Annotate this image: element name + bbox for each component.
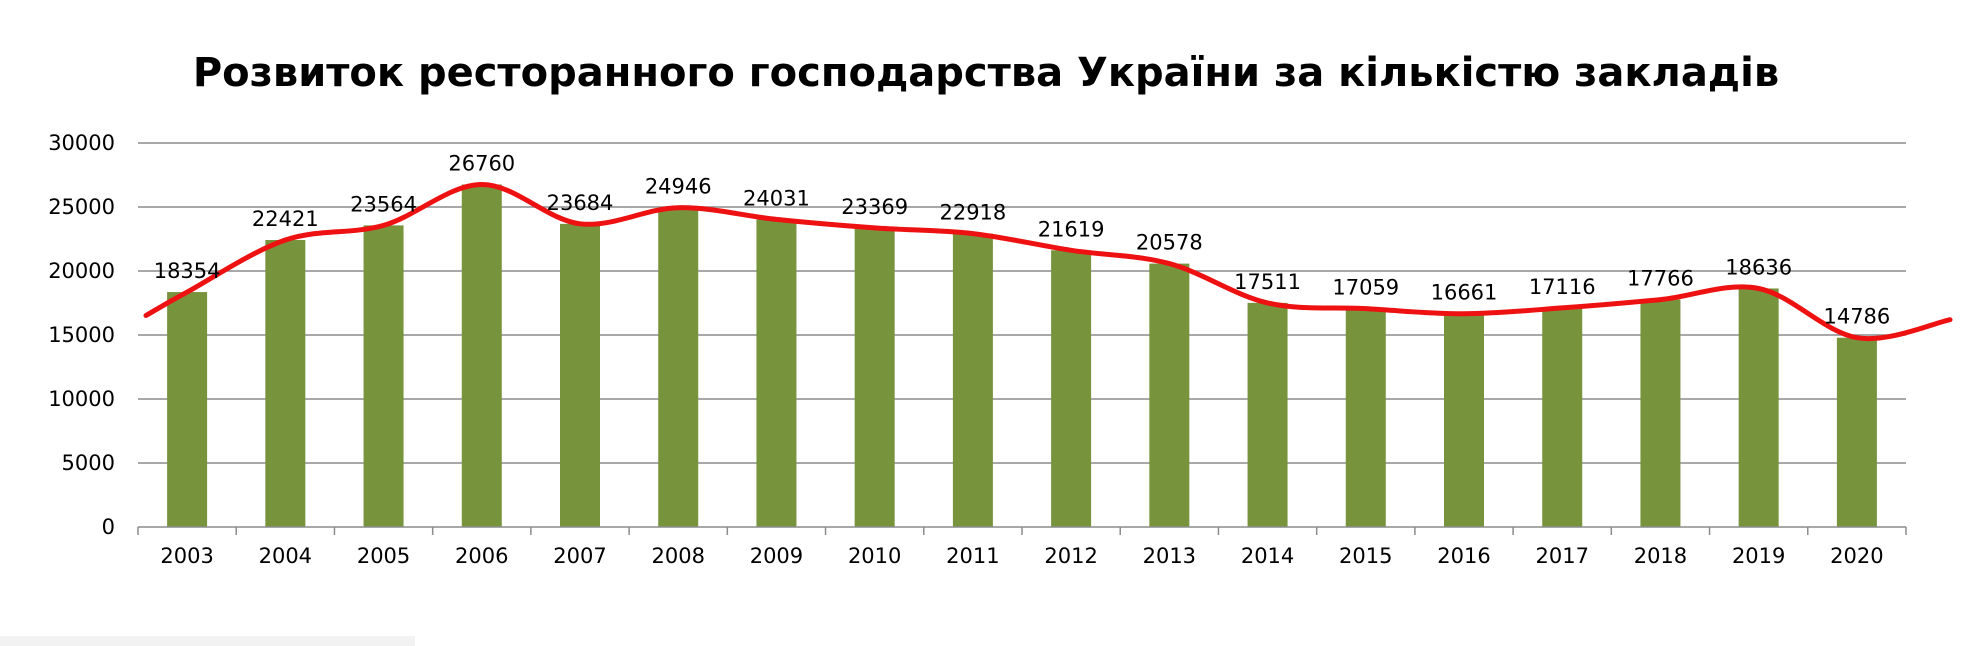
x-tick-label: 2016 [1437,544,1490,568]
bar [1444,313,1484,527]
bars [167,184,1877,528]
x-tick-label: 2007 [553,544,606,568]
y-tick-label: 30000 [48,131,115,155]
bar [854,227,895,527]
x-tick-label: 2015 [1339,544,1392,568]
bar [1738,288,1779,527]
y-tick-label: 10000 [48,387,115,411]
data-labels: 18354 22421 23564 26760 23684 24946 24031 23369… [154,151,1891,328]
data-label: 22421 [252,207,319,231]
data-label: 23684 [547,191,614,215]
axes: 0 5000 10000 15000 20000 25000 30000 2003 2004 20… [48,131,1907,568]
data-label: 18636 [1725,255,1792,279]
bar [560,223,600,528]
data-label: 20578 [1136,231,1203,255]
data-label: 23369 [841,195,908,219]
bar [265,240,306,527]
x-tick-label: 2014 [1241,544,1294,568]
x-tick-label: 2020 [1830,544,1883,568]
bar [1149,263,1190,527]
data-label: 16661 [1431,281,1498,305]
data-label: 21619 [1038,217,1105,241]
bar [1247,302,1288,527]
data-label: 17059 [1332,276,1399,300]
bar [1836,337,1877,527]
bar [167,292,208,527]
x-tick-label: 2005 [357,544,410,568]
data-label: 17766 [1627,267,1694,291]
bar [1640,299,1681,527]
chart-title: Розвиток ресторанного господарства Украї… [192,50,1780,96]
data-label: 14786 [1823,305,1890,329]
data-label: 17511 [1234,270,1301,294]
x-tick-label: 2010 [848,544,901,568]
bar [952,233,993,527]
x-tick-label: 2011 [946,544,999,568]
x-tick-label: 2013 [1143,544,1196,568]
y-tick-label: 5000 [62,451,115,475]
data-label: 24946 [645,175,712,199]
bar [461,184,502,528]
x-tick-label: 2006 [455,544,508,568]
footer-strip [0,636,415,646]
x-tick-label: 2018 [1634,544,1687,568]
y-tick-label: 15000 [48,323,115,347]
bar [1542,307,1583,527]
trendline [143,181,1953,342]
data-label: 23564 [350,192,417,216]
data-label: 22918 [939,201,1006,225]
x-tick-label: 2003 [160,544,213,568]
y-tick-label: 25000 [48,195,115,219]
x-tick-label: 2004 [259,544,312,568]
y-tick-label: 0 [102,515,115,539]
x-tick-label: 2009 [750,544,803,568]
data-label: 24031 [743,186,810,210]
y-tick-label: 20000 [48,259,115,283]
x-tick-label: 2019 [1732,544,1785,568]
x-tick-label: 2012 [1044,544,1097,568]
bar [1345,308,1386,527]
bar [658,207,699,527]
bar [756,219,797,527]
data-label: 17116 [1529,275,1596,299]
x-tick-label: 2017 [1535,544,1588,568]
bar [1051,250,1092,527]
trend-line [143,181,1953,342]
bar [363,225,404,527]
gridlines [138,142,1906,464]
data-label: 18354 [154,259,221,283]
data-label: 26760 [448,151,515,175]
x-tick-label: 2008 [651,544,704,568]
